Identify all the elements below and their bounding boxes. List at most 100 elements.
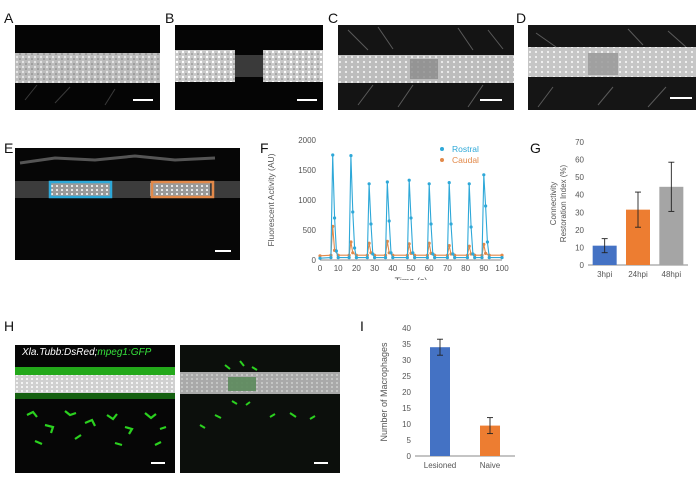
data-point-rostral xyxy=(445,256,449,260)
bar-3hpi xyxy=(592,245,617,265)
data-point-rostral xyxy=(433,256,437,260)
data-point-rostral xyxy=(451,252,455,256)
data-point-rostral xyxy=(347,256,351,260)
panel-label-a: A xyxy=(4,10,14,26)
y-tick-label: 0 xyxy=(312,256,317,265)
y-axis-label-line1: Connectivity xyxy=(549,182,558,226)
series-line-caudal xyxy=(319,226,502,257)
data-point-caudal xyxy=(500,253,504,257)
x-tick-label: Lesioned xyxy=(424,461,456,470)
micrograph-d-image xyxy=(528,25,696,110)
data-point-caudal xyxy=(467,244,471,248)
data-point-rostral xyxy=(453,256,457,260)
data-point-caudal xyxy=(482,242,486,246)
y-tick-label: 50 xyxy=(575,173,584,182)
data-point-rostral xyxy=(351,210,355,214)
data-point-rostral xyxy=(405,256,409,260)
data-point-rostral xyxy=(485,240,490,244)
x-tick-label: 3hpi xyxy=(597,270,612,279)
caudal-roi-box xyxy=(150,180,215,199)
data-point-rostral xyxy=(467,182,471,186)
data-point-rostral xyxy=(465,256,470,260)
x-tick-label: 50 xyxy=(407,264,416,273)
y-axis-label: Fluorescent Activity (AU) xyxy=(266,153,276,246)
y-axis-label-line2: Restoration Index (%) xyxy=(559,164,568,242)
legend-label-rostral: Rostral xyxy=(452,144,479,154)
micrograph-h-right-image xyxy=(180,345,340,473)
x-tick-label: 24hpi xyxy=(628,270,648,279)
panel-h-title-part1: Xla.Tubb:DsRed; xyxy=(22,347,98,358)
data-point-caudal xyxy=(407,242,411,246)
y-tick-label: 30 xyxy=(575,208,584,217)
scale-bar xyxy=(314,462,328,464)
data-point-rostral xyxy=(354,256,358,260)
data-point-rostral xyxy=(480,256,484,260)
data-point-rostral xyxy=(427,182,431,186)
bar-naive xyxy=(480,425,500,456)
x-tick-label: Naive xyxy=(480,461,501,470)
panel-h-title-part2: mpeg1:GFP xyxy=(97,347,152,358)
scale-bar xyxy=(215,250,231,252)
y-tick-label: 10 xyxy=(402,420,411,429)
legend-marker-caudal xyxy=(440,158,444,162)
chart-f: 0 500 1000 1500 2000 0 10 20 30 40 50 60 70 80 90 100 Ti… xyxy=(266,136,509,280)
y-tick-label: 70 xyxy=(575,138,584,147)
data-point-rostral xyxy=(429,222,433,226)
data-point-rostral xyxy=(336,256,340,260)
micrograph-e-image xyxy=(15,148,240,260)
data-point-rostral xyxy=(411,251,415,255)
data-point-rostral xyxy=(369,222,373,226)
data-point-caudal xyxy=(318,254,322,258)
data-point-caudal xyxy=(484,251,488,255)
micrograph-a xyxy=(15,25,160,110)
data-point-rostral xyxy=(500,256,504,260)
y-tick-label: 10 xyxy=(575,243,584,252)
data-point-caudal xyxy=(349,240,353,244)
panel-label-d: D xyxy=(516,10,527,26)
rostral-roi-box xyxy=(48,180,113,199)
chart-i: 0 5 10 15 20 25 30 35 40 Lesioned Naive Number of M… xyxy=(379,324,515,470)
data-point-rostral xyxy=(469,225,473,229)
chart-g: 0 10 20 30 40 50 60 70 3hpi 24hpi 48hpi Connectivit… xyxy=(549,138,688,279)
data-point-caudal xyxy=(351,251,355,255)
data-point-rostral xyxy=(318,256,322,260)
data-point-rostral xyxy=(385,180,389,184)
bar-lesioned xyxy=(430,347,450,456)
y-tick-label: 40 xyxy=(575,191,584,200)
data-point-rostral xyxy=(391,256,395,260)
data-point-rostral xyxy=(425,256,429,260)
micrograph-a-image xyxy=(15,53,160,106)
y-tick-label: 25 xyxy=(402,372,411,381)
x-tick-label: 30 xyxy=(370,264,379,273)
y-tick-label: 60 xyxy=(575,156,584,165)
x-tick-label: 100 xyxy=(495,264,509,273)
x-tick-label: 20 xyxy=(352,264,361,273)
data-point-rostral xyxy=(365,256,369,260)
micrograph-h-left xyxy=(15,345,175,473)
x-axis-label: Time (s) xyxy=(395,276,428,280)
micrograph-d xyxy=(528,25,696,110)
data-point-rostral xyxy=(471,252,475,256)
data-point-rostral xyxy=(331,153,335,157)
legend-label-caudal: Caudal xyxy=(452,155,479,165)
series-line-rostral xyxy=(319,154,502,259)
data-point-rostral xyxy=(431,252,435,256)
data-point-caudal xyxy=(367,241,371,245)
data-point-rostral xyxy=(329,256,333,260)
y-tick-label: 1000 xyxy=(298,196,316,205)
scale-bar xyxy=(480,99,502,101)
data-point-rostral xyxy=(383,256,388,260)
data-point-rostral xyxy=(387,219,391,223)
data-point-rostral xyxy=(449,222,453,226)
data-point-rostral xyxy=(352,246,357,250)
panel-label-f: F xyxy=(260,140,269,156)
y-tick-label: 0 xyxy=(407,452,412,461)
x-tick-label: 90 xyxy=(479,264,488,273)
data-point-rostral xyxy=(482,173,486,177)
data-point-rostral xyxy=(413,256,417,260)
data-point-rostral xyxy=(373,256,377,260)
y-tick-label: 5 xyxy=(407,436,412,445)
y-tick-label: 1500 xyxy=(298,166,316,175)
micrograph-c-image xyxy=(338,25,514,110)
data-point-caudal xyxy=(385,239,389,243)
